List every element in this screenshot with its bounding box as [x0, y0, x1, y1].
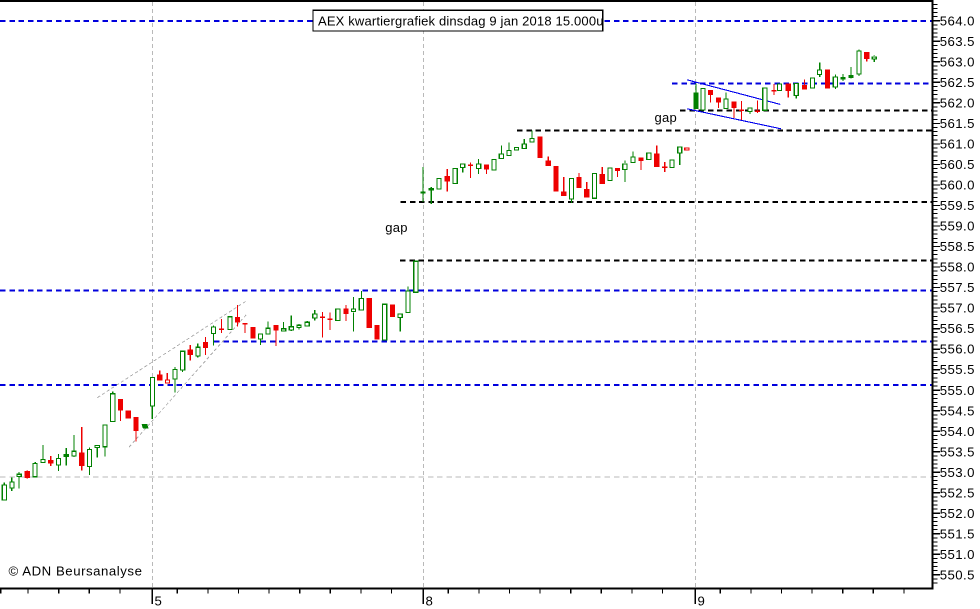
svg-text:561.5: 561.5	[940, 116, 975, 131]
svg-text:556.5: 556.5	[940, 321, 975, 336]
svg-text:552.5: 552.5	[940, 485, 975, 500]
svg-text:559.0: 559.0	[940, 219, 975, 234]
svg-text:560.5: 560.5	[940, 157, 975, 172]
svg-text:563.0: 563.0	[940, 54, 975, 69]
svg-text:553.5: 553.5	[940, 444, 975, 459]
svg-text:559.5: 559.5	[940, 198, 975, 213]
svg-text:© ADN Beursanalyse: © ADN Beursanalyse	[9, 564, 143, 579]
svg-text:553.0: 553.0	[940, 465, 975, 480]
svg-text:554.0: 554.0	[940, 424, 975, 439]
svg-text:551.5: 551.5	[940, 526, 975, 541]
svg-text:554.5: 554.5	[940, 403, 975, 418]
svg-text:564.0: 564.0	[940, 13, 975, 28]
svg-text:555.5: 555.5	[940, 362, 975, 377]
svg-text:563.5: 563.5	[940, 34, 975, 49]
svg-text:555.0: 555.0	[940, 383, 975, 398]
svg-text:AEX kwartiergrafiek dinsdag 9: AEX kwartiergrafiek dinsdag 9 jan 2018 1…	[318, 14, 604, 29]
svg-text:gap: gap	[385, 220, 408, 235]
svg-text:5: 5	[155, 594, 162, 609]
svg-text:552.0: 552.0	[940, 506, 975, 521]
svg-text:551.0: 551.0	[940, 547, 975, 562]
svg-text:556.0: 556.0	[940, 342, 975, 357]
svg-text:557.5: 557.5	[940, 280, 975, 295]
svg-text:561.0: 561.0	[940, 137, 975, 152]
svg-text:557.0: 557.0	[940, 301, 975, 316]
svg-text:550.5: 550.5	[940, 567, 975, 582]
svg-text:562.5: 562.5	[940, 75, 975, 90]
svg-text:562.0: 562.0	[940, 95, 975, 110]
svg-text:gap: gap	[655, 110, 678, 125]
svg-text:560.0: 560.0	[940, 178, 975, 193]
svg-text:9: 9	[698, 594, 705, 609]
svg-text:558.0: 558.0	[940, 260, 975, 275]
svg-text:558.5: 558.5	[940, 239, 975, 254]
svg-text:8: 8	[426, 594, 433, 609]
